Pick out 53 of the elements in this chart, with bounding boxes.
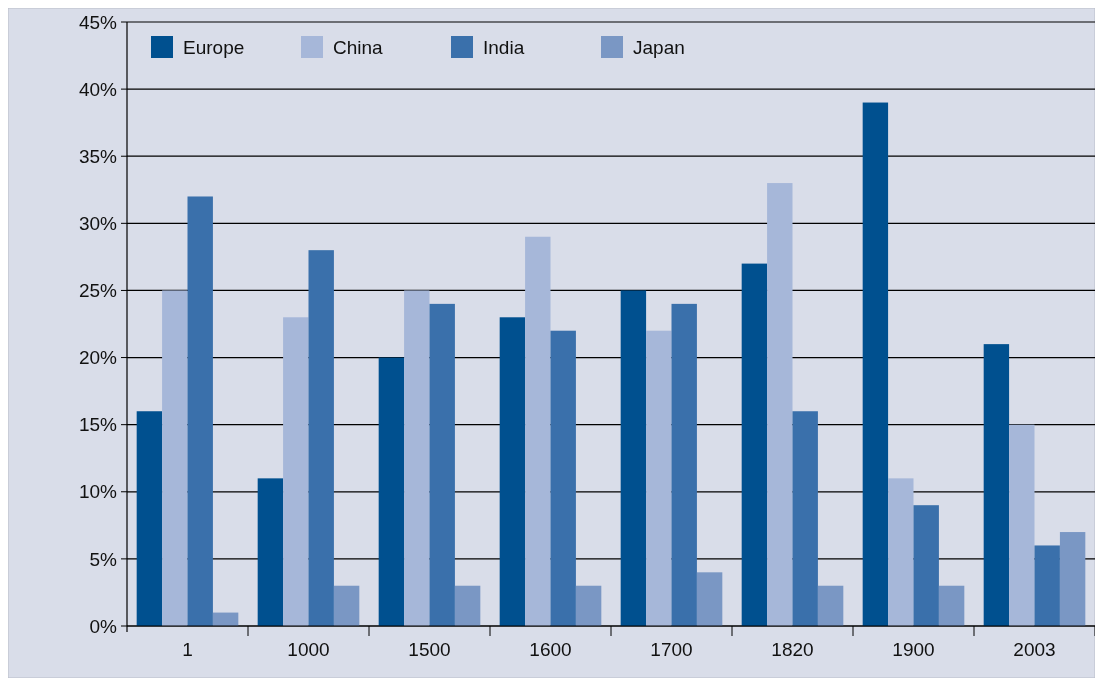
y-tick-label: 20%	[78, 347, 118, 369]
y-tick-label: 45%	[78, 11, 118, 33]
bar	[550, 330, 576, 626]
x-tick-label: 1820	[771, 639, 814, 660]
legend-label: Japan	[633, 36, 685, 58]
bar	[404, 290, 430, 626]
x-tick-label: 1	[182, 639, 193, 660]
bar	[525, 236, 551, 626]
bar	[1009, 424, 1035, 626]
bar	[454, 585, 481, 626]
y-tick-label: 25%	[78, 280, 118, 302]
bar	[308, 250, 334, 626]
legend-label: China	[333, 36, 384, 58]
bar	[575, 585, 602, 626]
x-tick-label: 1500	[408, 639, 451, 660]
y-tick-label: 10%	[78, 481, 118, 503]
bar	[792, 411, 818, 626]
bar	[1059, 532, 1086, 626]
x-tick-label: 1900	[892, 639, 935, 660]
bar	[646, 330, 672, 626]
x-tick-label: 1700	[650, 639, 693, 660]
bar	[333, 585, 360, 626]
bar	[620, 290, 647, 626]
x-tick-label: 1600	[529, 639, 572, 660]
bar	[187, 196, 213, 626]
bar	[283, 317, 309, 626]
bar	[817, 585, 844, 626]
bar	[378, 357, 405, 626]
bar	[1034, 545, 1060, 626]
y-tick-label: 35%	[78, 145, 118, 167]
bar	[671, 303, 697, 626]
bar	[136, 411, 163, 626]
bar	[888, 478, 914, 626]
x-tick-label: 2003	[1013, 639, 1056, 660]
y-tick-label: 5%	[89, 548, 118, 570]
y-tick-label: 0%	[89, 615, 118, 637]
y-tick-label: 40%	[78, 78, 118, 100]
y-tick-label: 30%	[78, 212, 118, 234]
bar	[696, 572, 723, 626]
legend-label: India	[483, 36, 525, 58]
y-tick-label: 15%	[78, 414, 118, 436]
bar	[257, 478, 284, 626]
legend-label: Europe	[183, 36, 245, 58]
bar	[913, 505, 939, 626]
bar	[862, 102, 889, 626]
bar	[938, 585, 965, 626]
bar	[162, 290, 188, 626]
bar	[741, 263, 768, 626]
bar	[767, 183, 793, 626]
x-tick-label: 1000	[287, 639, 330, 660]
bar	[983, 344, 1010, 626]
bar	[499, 317, 526, 626]
bar	[429, 303, 455, 626]
